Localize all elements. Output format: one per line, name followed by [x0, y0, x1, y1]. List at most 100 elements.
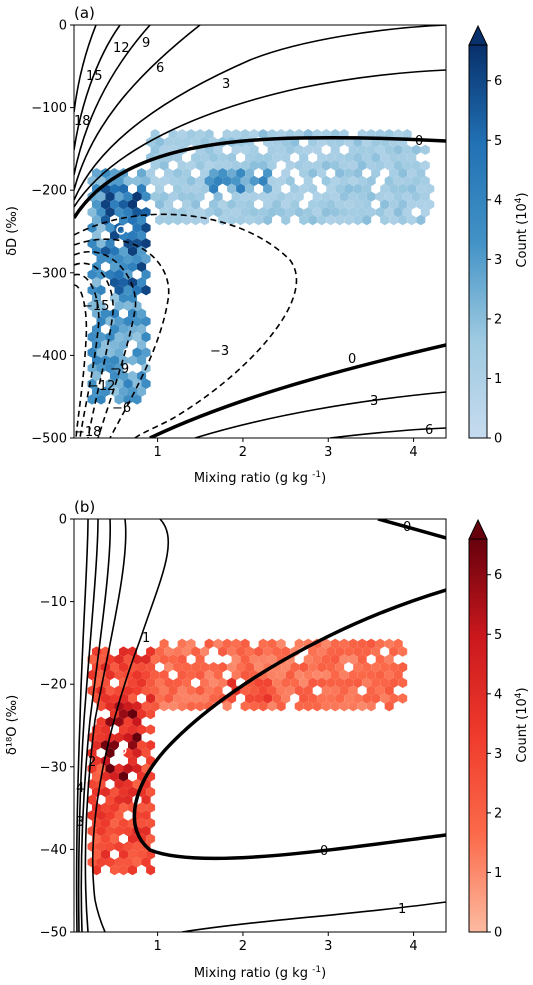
hexbin-cell: [132, 841, 142, 852]
hexbin-cell: [155, 693, 165, 704]
hexbin-cell: [326, 646, 336, 657]
hexbin-cell: [164, 214, 174, 226]
hexbin-cell: [407, 199, 417, 210]
hexbin-cell: [155, 183, 165, 194]
hexbin-cell: [227, 662, 237, 673]
hexbin-cell: [281, 214, 291, 226]
hexbin-cell: [416, 168, 426, 179]
hexbin-cell: [218, 152, 228, 163]
hexbin-cell: [317, 214, 327, 226]
hexbin-cell: [375, 638, 385, 649]
contour-label-b-1b: 1: [398, 902, 406, 917]
panel-a-median-marker: [116, 225, 126, 235]
contour-label-a-6: 6: [156, 61, 164, 76]
hexbin-cell: [222, 207, 232, 218]
hexbin-cell: [123, 269, 133, 280]
hexbin-cell: [348, 144, 358, 155]
hexbin-cell: [159, 654, 169, 665]
hexbin-cell: [294, 207, 304, 218]
hexbin-cell: [308, 677, 318, 688]
hexbin-cell: [285, 669, 295, 681]
hexbin-cell: [150, 160, 160, 171]
colorbar-tick-label: 5: [494, 134, 502, 149]
panel-b: (b) 0 0 1 1 2 3 4 1 2 3 40−: [5, 498, 530, 981]
hexbin-cell: [200, 168, 210, 179]
hexbin-cell: [119, 818, 128, 829]
hexbin-cell: [200, 152, 210, 163]
hexbin-cell: [272, 677, 282, 688]
hexbin-cell: [285, 207, 295, 218]
hexbin-cell: [146, 646, 156, 657]
hexbin-cell: [339, 191, 349, 202]
hexbin-cell: [321, 685, 331, 696]
hexbin-cell: [137, 802, 147, 813]
hexbin-cell: [96, 732, 106, 743]
hexbin-cell: [272, 183, 282, 194]
hexbin-cell: [137, 214, 147, 226]
hexbin-cell: [240, 129, 250, 140]
hexbin-cell: [141, 175, 151, 187]
hexbin-cell: [110, 230, 119, 241]
hexbin-cell: [114, 300, 124, 311]
colorbar-a-gradient: [468, 44, 488, 439]
contour-label-a-0: 0: [415, 134, 423, 149]
hexbin-cell: [263, 693, 273, 704]
hexbin-cell: [182, 662, 192, 673]
hexbin-cell: [276, 175, 286, 187]
hexbin-cell: [123, 716, 133, 727]
hexbin-cell: [146, 677, 156, 688]
hexbin-cell: [384, 160, 394, 171]
hexbin-cell: [398, 199, 408, 210]
hexbin-cell: [227, 677, 237, 688]
hexbin-cell: [132, 207, 142, 218]
hexbin-cell: [335, 693, 345, 704]
hexbin-cell: [393, 191, 403, 202]
hexbin-cell: [155, 136, 165, 148]
hexbin-cell: [132, 747, 142, 759]
hexbin-cell: [155, 646, 165, 657]
contour-a-6: [74, 25, 446, 201]
hexbin-cell: [371, 646, 381, 657]
hexbin-cell: [317, 152, 327, 163]
hexbin-cell: [177, 129, 187, 140]
hexbin-cell: [92, 740, 101, 751]
hexbin-cell: [258, 160, 268, 171]
hexbin-cell: [335, 152, 345, 163]
hexbin-cell: [258, 701, 268, 712]
hexbin-cell: [254, 646, 264, 657]
hexbin-cell: [119, 246, 128, 257]
hexbin-cell: [110, 339, 119, 350]
hexbin-cell: [353, 646, 363, 657]
hexbin-cell: [294, 638, 304, 649]
hexbin-cell: [317, 168, 327, 179]
y-tick-label: −300: [31, 266, 67, 281]
hexbin-cell: [389, 646, 399, 657]
hexbin-cell: [249, 685, 259, 696]
hexbin-cell: [227, 214, 237, 226]
hexbin-cell: [164, 136, 174, 148]
hexbin-cell: [281, 693, 291, 704]
hexbin-cell: [348, 654, 358, 665]
hexbin-cell: [92, 370, 101, 382]
hexbin-cell: [141, 269, 151, 280]
hexbin-cell: [92, 755, 101, 766]
hexbin-cell: [96, 207, 106, 218]
hexbin-cell: [254, 152, 264, 163]
hexbin-cell: [294, 669, 304, 681]
hexbin-cell: [357, 191, 367, 202]
hexbin-cell: [110, 277, 119, 288]
hexbin-cell: [114, 825, 124, 837]
hexbin-cell: [231, 160, 241, 171]
hexbin-cell: [101, 386, 110, 397]
hexbin-cell: [344, 168, 354, 179]
hexbin-cell: [290, 662, 300, 673]
hexbin-cell: [236, 168, 246, 179]
hexbin-cell: [393, 207, 403, 218]
contour-label-a-m15: −15: [82, 299, 109, 314]
hexbin-cell: [240, 701, 250, 712]
hexbin-cell: [330, 638, 340, 649]
hexbin-cell: [150, 701, 160, 712]
hexbin-cell: [132, 716, 142, 727]
hexbin-cell: [416, 183, 426, 194]
hexbin-cell: [164, 677, 174, 688]
